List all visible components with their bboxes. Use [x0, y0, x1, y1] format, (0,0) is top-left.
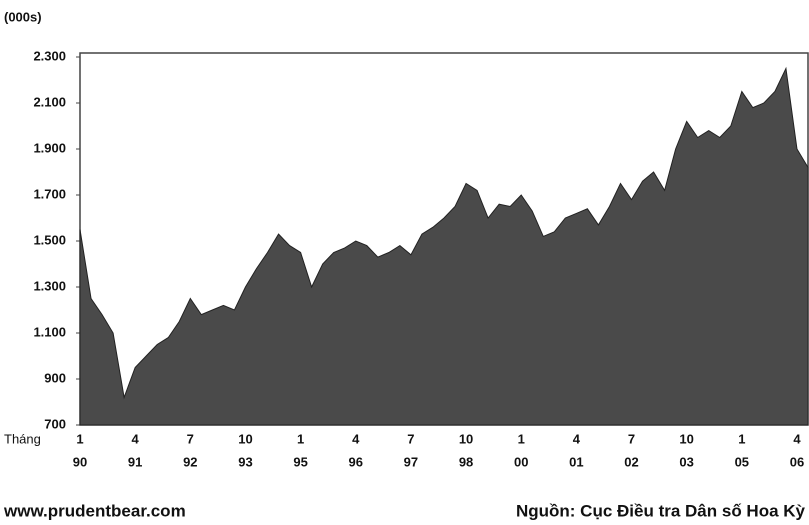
x-tick-label: 4	[573, 431, 581, 446]
x-tick-label: 1	[297, 431, 304, 446]
footer-left: www.prudentbear.com	[3, 501, 186, 520]
x-tick-label: 1	[76, 431, 83, 446]
x-year-label: 01	[569, 454, 583, 469]
x-tick-label: 10	[679, 431, 693, 446]
x-year-label: 98	[459, 454, 473, 469]
x-year-label: 90	[73, 454, 87, 469]
x-tick-label: 4	[793, 431, 801, 446]
y-tick-label: 2.300	[33, 48, 66, 63]
x-tick-label: 4	[132, 431, 140, 446]
x-year-label: 02	[624, 454, 638, 469]
area	[79, 66, 809, 426]
x-tick-label: 1	[738, 431, 745, 446]
x-year-label: 03	[679, 454, 693, 469]
x-year-label: 93	[238, 454, 252, 469]
x-tick-label: 10	[238, 431, 252, 446]
x-year-label: 92	[183, 454, 197, 469]
x-tick-label: 7	[407, 431, 414, 446]
x-year-label: 95	[293, 454, 307, 469]
x-year-label: 96	[349, 454, 363, 469]
x-tick-label: 4	[352, 431, 360, 446]
y-tick-label: 700	[44, 416, 66, 431]
y-tick-label: 1.900	[33, 140, 66, 155]
y-tick-label: 1.700	[33, 186, 66, 201]
x-year-label: 91	[128, 454, 142, 469]
x-year-label: 06	[790, 454, 804, 469]
y-tick-label: 1.500	[33, 232, 66, 247]
x-tick-label: 10	[459, 431, 473, 446]
x-year-label: 05	[735, 454, 749, 469]
x-tick-label: 7	[628, 431, 635, 446]
x-year-label: 97	[404, 454, 418, 469]
y-tick-label: 1.100	[33, 324, 66, 339]
y-tick-label: 900	[44, 370, 66, 385]
x-tick-label: 7	[187, 431, 194, 446]
x-tick-label: 1	[518, 431, 525, 446]
x-axis-label: Tháng	[4, 431, 41, 446]
footer-right: Nguồn: Cục Điều tra Dân số Hoa Kỳ	[516, 501, 806, 520]
x-year-label: 00	[514, 454, 528, 469]
y-tick-label: 1.300	[33, 278, 66, 293]
y-axis-label: (000s)	[4, 9, 42, 24]
y-tick-label: 2.100	[33, 94, 66, 109]
